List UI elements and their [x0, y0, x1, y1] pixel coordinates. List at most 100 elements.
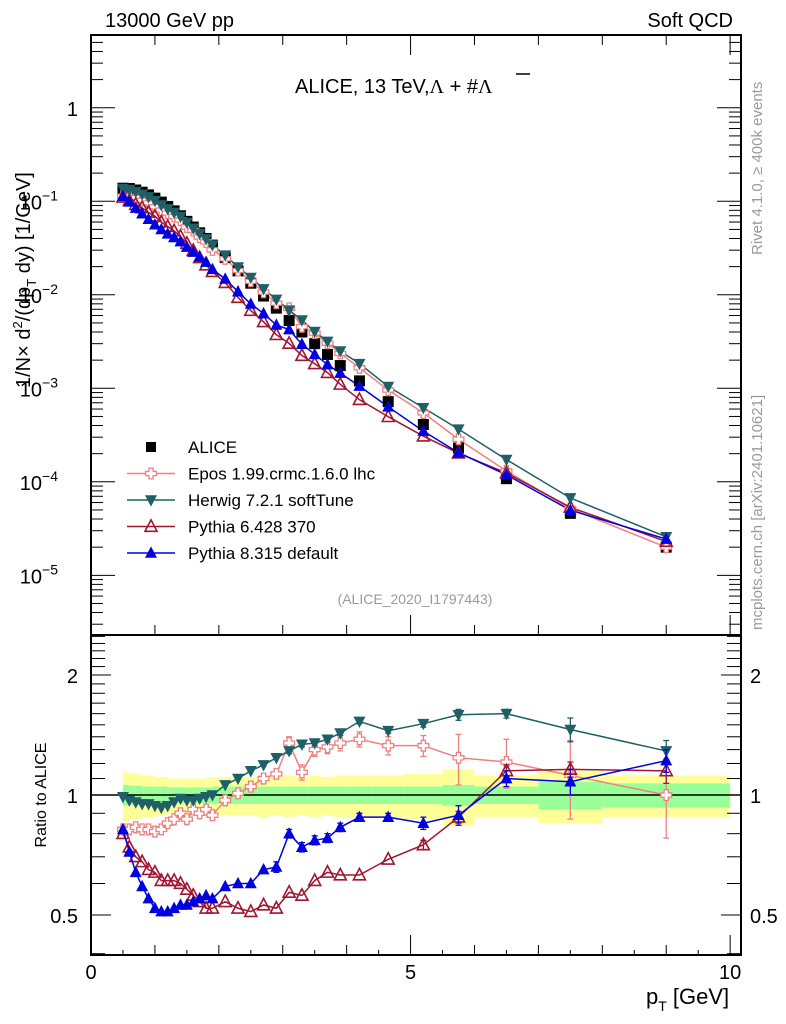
py8-ratio-point — [219, 879, 232, 892]
py6-ratio-point — [416, 836, 431, 851]
py6-main-point — [332, 376, 348, 390]
alice-data-point — [309, 338, 321, 350]
py8-main-point — [129, 201, 142, 213]
py6-ratio-point — [173, 875, 188, 890]
herwig-main-point — [295, 315, 308, 327]
herwig-main-point — [257, 284, 270, 296]
py8-main-point — [219, 272, 232, 284]
herwig-main-point — [155, 200, 168, 212]
py8-ratio-point — [116, 822, 129, 835]
py8-ratio-point — [244, 876, 257, 889]
epos-ratio-point — [129, 821, 142, 834]
py6-main-point — [269, 326, 284, 341]
py6-ratio-point — [166, 872, 182, 887]
x-tick-labels: 0 5 10 — [85, 962, 741, 984]
epos-ratio-point — [382, 739, 395, 752]
py8-main-point — [168, 230, 181, 243]
epos-ratio-point — [353, 733, 366, 746]
py8-main-point — [257, 306, 270, 319]
py6-main-point — [380, 408, 396, 423]
alice-data-point — [417, 419, 429, 431]
py6-ratio-point — [134, 853, 150, 868]
ratio-panel: 0.5 0.5 1 1 2 2 0 5 10 Ratio to ALICE pT [GeV] — [33, 634, 778, 1014]
main-axis-ticks — [90, 34, 741, 635]
main-y-tick-exponent: −5 — [42, 561, 58, 577]
py8-main-point — [283, 323, 296, 335]
herwig-main-point — [219, 250, 232, 262]
py8-main-point — [382, 400, 395, 412]
py8-main-point — [155, 222, 168, 235]
py8-main-point — [200, 255, 213, 267]
herwig-main-point — [500, 454, 513, 467]
main-y-tick-exponent: −2 — [42, 281, 58, 297]
alice-data-point — [321, 348, 333, 360]
epos-ratio-point — [417, 739, 430, 752]
title-prefix: ALICE, 13 TeV, — [295, 76, 430, 98]
py8-ratio-point — [417, 816, 430, 828]
herwig-main-point — [180, 217, 193, 230]
py8-main-point — [244, 297, 257, 309]
herwig-main-point — [321, 336, 334, 348]
legend-marker-py6 — [143, 518, 159, 533]
herwig-main-point — [206, 240, 219, 252]
herwig-ratio-point — [257, 760, 270, 772]
herwig-ratio-point — [161, 800, 174, 813]
py6-ratio-point — [230, 899, 246, 914]
py8-main-point — [270, 318, 283, 330]
py6-ratio-point — [179, 881, 195, 895]
legend-label-epos: Epos 1.99.crmc.1.6.0 lhc — [188, 465, 376, 484]
py8-ratio-point — [129, 865, 142, 878]
py6-main-point — [352, 391, 367, 406]
epos-ratio-point — [321, 740, 334, 754]
py8-ratio-point — [564, 775, 577, 787]
main-y-axis-label: 1/N× d2/(dpT dy) [1/GeV] — [10, 172, 39, 388]
alice-data-point — [334, 360, 346, 372]
py6-ratio-point — [320, 863, 335, 878]
legend-marker-py8 — [145, 546, 157, 558]
py8-main-point — [148, 218, 161, 230]
py6-main-point — [243, 302, 259, 317]
py8-ratio-point — [206, 891, 219, 904]
ratio-y-tick-label: 0.5 — [50, 906, 78, 928]
herwig-ratio-point — [244, 766, 257, 778]
py8-ratio-point — [660, 754, 673, 766]
herwig-main-point — [244, 272, 257, 285]
py8-ratio-point — [321, 831, 334, 843]
epos-ratio-point — [452, 751, 465, 764]
herwig-ratio-point — [417, 718, 430, 731]
herwig-main-point — [417, 402, 430, 415]
herwig-ratio-point — [353, 716, 366, 729]
herwig-main-point — [334, 346, 347, 358]
herwig-ratio-point — [295, 739, 308, 751]
epos-ratio-point — [231, 787, 245, 800]
main-y-tick-label: 10−4 — [20, 468, 58, 495]
py8-main-point — [295, 337, 308, 350]
title-lambda: Λ — [430, 76, 445, 98]
header-left-label: 13000 GeV pp — [105, 10, 234, 32]
legend-label-alice: ALICE — [188, 438, 237, 457]
py8-ratio-point — [382, 810, 395, 822]
py8-ratio-point — [142, 891, 155, 904]
herwig-main-point — [200, 234, 213, 246]
py8-main-point — [136, 207, 149, 219]
py8-main-point — [123, 195, 136, 207]
py6-main-point — [294, 347, 310, 362]
ratio-y-tick-label: 1 — [67, 786, 78, 808]
py6-ratio-point — [658, 762, 674, 777]
py8-main-point — [353, 379, 366, 391]
legend-marker-herwig — [145, 495, 157, 507]
herwig-main-point — [168, 207, 181, 220]
py6-ratio-point — [380, 850, 396, 865]
py8-main-point — [116, 189, 129, 202]
main-y-tick-exponent: −3 — [42, 374, 58, 390]
main-y-tick-labels: 110−110−210−310−410−5 — [20, 99, 78, 589]
py8-ratio-point — [161, 905, 174, 917]
py8-ratio-point — [500, 771, 513, 784]
legend-label-py6: Pythia 6.428 370 — [188, 518, 316, 537]
py8-main-point — [193, 250, 206, 262]
x-axis-label: pT [GeV] — [646, 984, 729, 1014]
herwig-main-point — [142, 192, 155, 204]
herwig-ratio-point — [270, 752, 283, 765]
herwig-main-point — [283, 305, 296, 317]
ratio-y-tick-label: 2 — [67, 666, 78, 688]
